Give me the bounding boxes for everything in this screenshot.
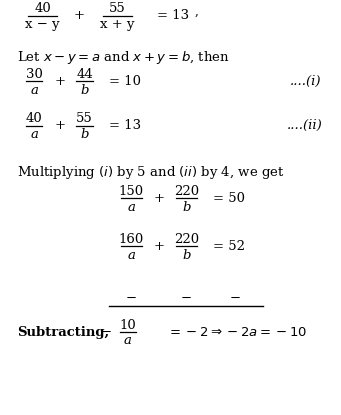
Text: x + y: x + y <box>100 18 135 31</box>
Text: 40: 40 <box>34 2 51 15</box>
Text: −: − <box>230 291 241 305</box>
Text: Multiplying $(i)$ by 5 and $(ii)$ by 4, we get: Multiplying $(i)$ by 5 and $(ii)$ by 4, … <box>17 164 285 181</box>
Text: b: b <box>80 84 89 97</box>
Text: 220: 220 <box>174 185 199 198</box>
Text: 10: 10 <box>119 319 136 332</box>
Text: ....(i): ....(i) <box>290 75 321 88</box>
Text: −: − <box>126 291 137 305</box>
Text: = 13: = 13 <box>157 9 189 22</box>
Text: ....(ii): ....(ii) <box>287 119 323 132</box>
Text: +: + <box>74 9 85 22</box>
Text: $= -2 \Rightarrow -2a = -10$: $= -2 \Rightarrow -2a = -10$ <box>167 325 308 339</box>
Text: Subtracting,: Subtracting, <box>17 325 109 339</box>
Text: Let $x - y = a$ and $x + y = b$, then: Let $x - y = a$ and $x + y = b$, then <box>17 49 230 66</box>
Text: a: a <box>127 249 135 261</box>
Text: = 10: = 10 <box>109 75 141 88</box>
Text: b: b <box>80 128 89 141</box>
Text: +: + <box>54 75 65 88</box>
Text: x − y: x − y <box>25 18 60 31</box>
Text: −: − <box>180 291 191 305</box>
Text: a: a <box>30 128 38 141</box>
Text: 40: 40 <box>26 112 43 125</box>
Text: +: + <box>154 239 165 253</box>
Text: ,: , <box>194 4 198 17</box>
Text: +: + <box>154 192 165 205</box>
Text: = 52: = 52 <box>213 239 245 253</box>
Text: = 13: = 13 <box>109 119 141 132</box>
Text: 160: 160 <box>119 233 144 246</box>
Text: a: a <box>124 334 132 347</box>
Text: 55: 55 <box>109 2 126 15</box>
Text: 30: 30 <box>26 68 43 81</box>
Text: a: a <box>30 84 38 97</box>
Text: −: − <box>100 325 111 339</box>
Text: 150: 150 <box>119 185 144 198</box>
Text: +: + <box>54 119 65 132</box>
Text: b: b <box>183 201 191 214</box>
Text: = 50: = 50 <box>213 192 245 205</box>
Text: a: a <box>127 201 135 214</box>
Text: 55: 55 <box>76 112 93 125</box>
Text: b: b <box>183 249 191 261</box>
Text: 44: 44 <box>76 68 93 81</box>
Text: 220: 220 <box>174 233 199 246</box>
